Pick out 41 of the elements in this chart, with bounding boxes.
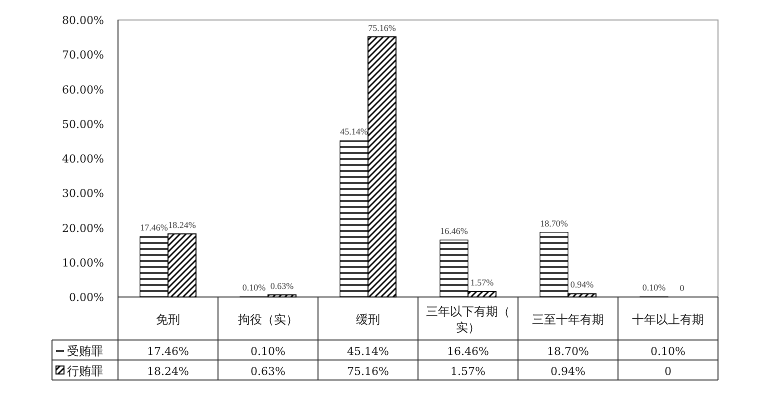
- text: 0.63%: [270, 280, 294, 291]
- y-tick-label: 60.00%: [62, 83, 104, 96]
- x-tick-label: 拘役（实）: [238, 312, 298, 326]
- data-label: 0.63%: [250, 365, 286, 378]
- data-label: 1.57%: [450, 365, 486, 378]
- y-tick-label: 20.00%: [62, 222, 104, 235]
- x-tick-label: 三年以下有期（实）: [426, 304, 510, 334]
- data-label: 45.14%: [347, 345, 389, 358]
- y-tick-label: 50.00%: [62, 118, 104, 131]
- data-label: 16.46%: [447, 345, 489, 358]
- legend-label: 行贿罪: [67, 364, 103, 378]
- y-tick-label: 10.00%: [62, 256, 104, 270]
- y-tick-label: 70.00%: [62, 48, 104, 62]
- data-label: 18.70%: [547, 345, 589, 358]
- text: 0.94%: [570, 280, 594, 290]
- text: 17.46%: [140, 222, 168, 233]
- x-tick-label: 三至十年有期: [532, 312, 604, 326]
- x-tick-label: 免刑: [156, 312, 180, 326]
- x-tick-label: 缓刑: [356, 312, 380, 326]
- data-label: 0: [664, 365, 672, 378]
- legend-label: 受贿罪: [67, 344, 103, 358]
- data-label: 0.94%: [550, 365, 586, 378]
- y-tick-label: 0.00%: [69, 291, 104, 304]
- text: 0.10%: [242, 282, 266, 293]
- text: 45.14%: [340, 126, 368, 137]
- y-tick-label: 40.00%: [62, 152, 104, 166]
- text: 1.57%: [470, 278, 494, 288]
- data-label: 18.24%: [147, 365, 189, 378]
- text: 18.70%: [540, 218, 568, 228]
- y-tick-label: 30.00%: [62, 187, 104, 200]
- data-label: 0.10%: [250, 345, 286, 358]
- data-label: 17.46%: [147, 345, 189, 358]
- data-label: 0.10%: [650, 345, 686, 358]
- y-tick-label: 80.00%: [62, 14, 104, 27]
- text: 16.46%: [440, 226, 468, 236]
- data-label: 75.16%: [347, 365, 389, 378]
- text: 0.10%: [642, 282, 666, 293]
- text: 18.24%: [168, 220, 196, 230]
- text: 75.16%: [368, 22, 396, 33]
- x-tick-label: 十年以上有期: [632, 312, 704, 326]
- text: 0: [680, 283, 684, 293]
